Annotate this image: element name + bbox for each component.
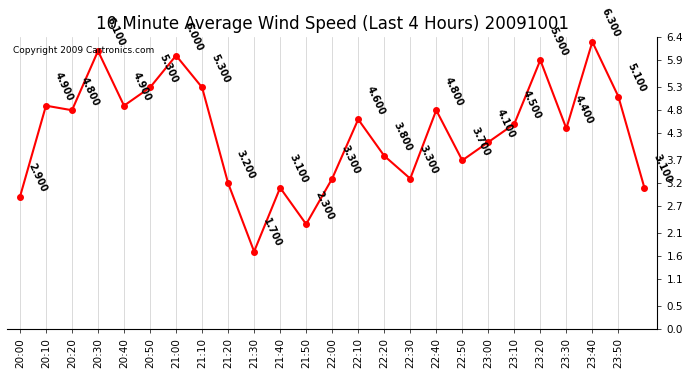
Text: 3.300: 3.300 (339, 144, 361, 176)
Text: 3.300: 3.300 (417, 144, 440, 176)
Title: 10 Minute Average Wind Speed (Last 4 Hours) 20091001: 10 Minute Average Wind Speed (Last 4 Hou… (96, 15, 569, 33)
Text: 3.100: 3.100 (287, 153, 309, 185)
Text: 2.900: 2.900 (27, 162, 49, 194)
Text: 6.100: 6.100 (105, 16, 127, 48)
Text: 2.300: 2.300 (313, 189, 335, 221)
Text: 5.300: 5.300 (209, 53, 231, 85)
Text: 5.100: 5.100 (625, 62, 647, 94)
Text: 3.100: 3.100 (651, 153, 673, 185)
Text: 5.300: 5.300 (157, 53, 179, 85)
Text: 4.400: 4.400 (573, 94, 595, 126)
Text: 3.700: 3.700 (469, 126, 491, 158)
Text: 4.100: 4.100 (495, 107, 518, 140)
Text: 1.700: 1.700 (261, 217, 283, 249)
Text: 4.600: 4.600 (365, 84, 387, 117)
Text: Copyright 2009 Cartronics.com: Copyright 2009 Cartronics.com (13, 46, 155, 55)
Text: 5.900: 5.900 (547, 25, 569, 57)
Text: 4.900: 4.900 (131, 71, 153, 103)
Text: 6.300: 6.300 (600, 7, 622, 39)
Text: 4.800: 4.800 (443, 75, 465, 108)
Text: 3.200: 3.200 (235, 148, 257, 180)
Text: 3.800: 3.800 (391, 121, 413, 153)
Text: 6.000: 6.000 (183, 21, 205, 53)
Text: 4.900: 4.900 (53, 71, 75, 103)
Text: 4.800: 4.800 (79, 75, 101, 108)
Text: 4.500: 4.500 (521, 89, 543, 121)
